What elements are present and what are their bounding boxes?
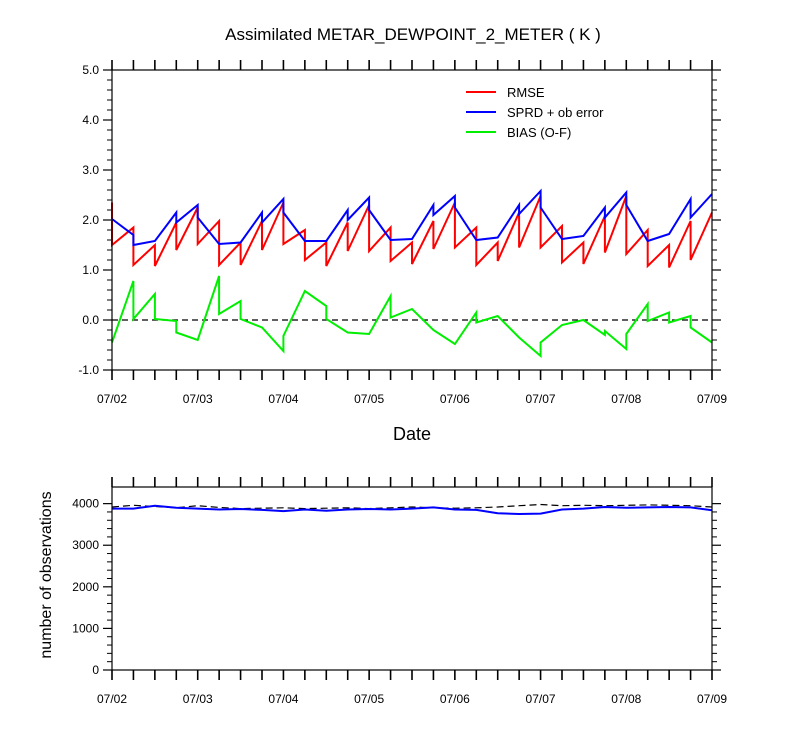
x-tick-label: 07/03 [183, 692, 213, 706]
x-tick-label: 07/09 [697, 392, 727, 406]
chart-title: Assimilated METAR_DEWPOINT_2_METER ( K ) [225, 25, 601, 44]
x-tick-label: 07/06 [440, 692, 470, 706]
legend-label: BIAS (O-F) [507, 125, 571, 140]
y-tick-label: 4000 [72, 497, 99, 511]
x-axis-label: Date [393, 424, 431, 444]
x-tick-label: 07/04 [268, 392, 298, 406]
x-tick-label: 07/08 [611, 392, 641, 406]
y-tick-label: 3.0 [82, 163, 99, 177]
bottom-series [111, 503, 713, 516]
y-tick-label: 5.0 [82, 63, 99, 77]
x-tick-label: 07/02 [97, 392, 127, 406]
bottom-ticks: 07/02 07/03 07/04 07/05 07/06 07/07 07/08 07/09… [72, 477, 727, 706]
legend-label: RMSE [507, 85, 545, 100]
plot-frame [111, 486, 713, 671]
series-line-rmse [111, 195, 713, 269]
x-tick-label: 07/07 [526, 392, 556, 406]
y-tick-label: 2.0 [82, 213, 99, 227]
y-tick-label: 2000 [72, 580, 99, 594]
legend: RMSE SPRD + ob error BIAS (O-F) [466, 85, 604, 140]
x-tick-label: 07/06 [440, 392, 470, 406]
y-tick-label: 0.0 [82, 313, 99, 327]
series-line-possible [111, 503, 713, 510]
plot-frame [111, 69, 713, 371]
legend-label: SPRD + ob error [507, 105, 604, 120]
x-tick-label: 07/05 [354, 692, 384, 706]
y-tick-label: 1.0 [82, 263, 99, 277]
x-tick-label: 07/02 [97, 692, 127, 706]
series-line-bias-o-f [111, 275, 713, 359]
x-tick-label: 07/07 [526, 692, 556, 706]
x-tick-label: 07/08 [611, 692, 641, 706]
x-tick-label: 07/05 [354, 392, 384, 406]
x-tick-label: 07/09 [697, 692, 727, 706]
top-chart: Assimilated METAR_DEWPOINT_2_METER ( K )… [78, 25, 727, 444]
y-tick-label: 4.0 [82, 113, 99, 127]
series-line-assimilated [112, 504, 713, 516]
y-tick-label: 1000 [72, 621, 99, 635]
y-tick-label: -1.0 [78, 363, 99, 377]
y-axis-label: number of observations [38, 491, 55, 658]
x-tick-label: 07/03 [183, 392, 213, 406]
top-ticks: 07/02 07/03 07/04 07/05 07/06 07/07 07/08 07/09… [78, 60, 727, 406]
y-tick-label: 0 [92, 663, 99, 677]
y-tick-label: 3000 [72, 538, 99, 552]
top-series [111, 188, 713, 359]
x-tick-label: 07/04 [268, 692, 298, 706]
bottom-chart: number of observations 07/02 07/03 07/04 07… [38, 477, 727, 706]
series-line-sprd-ob-error [111, 188, 713, 247]
